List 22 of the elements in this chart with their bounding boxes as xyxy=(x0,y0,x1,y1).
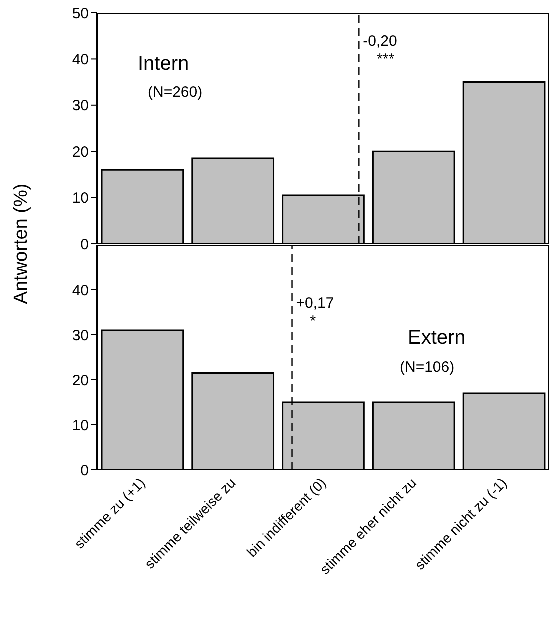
annotation: Intern xyxy=(138,53,190,76)
bar xyxy=(372,150,456,244)
y-tick-label: 40 xyxy=(72,52,89,69)
annotation: Extern xyxy=(408,327,466,350)
y-tick-label: 20 xyxy=(72,144,89,161)
y-tick-label: 10 xyxy=(72,190,89,208)
annotation: (N=106) xyxy=(400,359,455,376)
y-tick-label: 40 xyxy=(72,282,89,300)
y-tick-label: 50 xyxy=(72,5,89,22)
annotation: (N=260) xyxy=(148,84,203,101)
y-tick-label: 10 xyxy=(72,417,89,434)
y-tick-label: 20 xyxy=(72,372,89,390)
y-axis-title: Antworten (%) xyxy=(11,184,33,304)
ref-line-label: -0,20 *** xyxy=(363,33,398,68)
y-tick-label: 30 xyxy=(72,98,89,115)
ref-line-label: +0,17 * xyxy=(296,295,334,330)
bar xyxy=(462,82,546,244)
y-tick-label: 30 xyxy=(72,327,89,344)
y-tick-label: 0 xyxy=(80,236,89,254)
y-tick-label: 0 xyxy=(80,462,89,480)
bar xyxy=(101,169,184,244)
bar xyxy=(192,158,275,244)
